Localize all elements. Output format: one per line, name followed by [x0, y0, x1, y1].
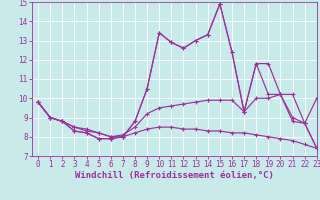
X-axis label: Windchill (Refroidissement éolien,°C): Windchill (Refroidissement éolien,°C): [75, 171, 274, 180]
